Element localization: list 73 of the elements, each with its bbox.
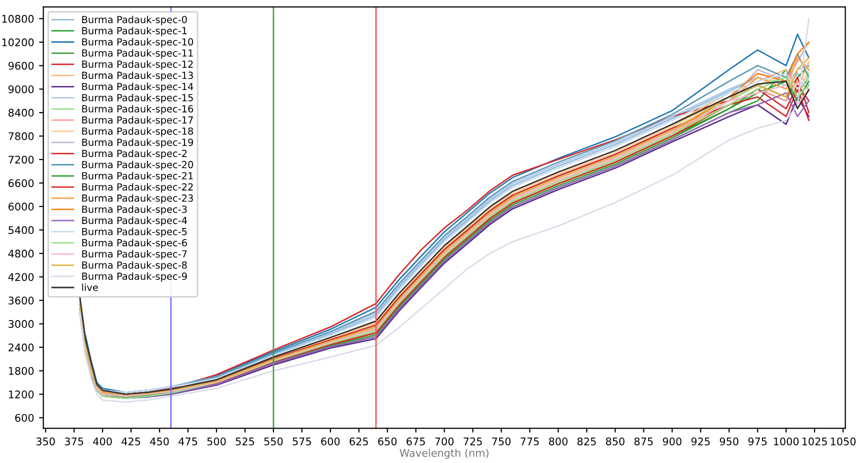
x-tick-label: 600 bbox=[321, 437, 340, 446]
legend-label: Burma Padauk-spec-9 bbox=[82, 272, 187, 282]
legend-label: Burma Padauk-spec-12 bbox=[82, 60, 193, 70]
x-tick-label: 475 bbox=[178, 438, 198, 446]
x-tick-label: 450 bbox=[150, 437, 169, 446]
legend-label: Burma Padauk-spec-21 bbox=[82, 172, 193, 182]
x-tick-label: 925 bbox=[691, 437, 710, 446]
legend-label: Burma Padauk-spec-18 bbox=[82, 127, 194, 137]
y-tick-label: 1800 bbox=[8, 366, 34, 375]
legend-label: Burma Padauk-spec-3 bbox=[82, 205, 187, 215]
legend-label: Burma Padauk-spec-20 bbox=[82, 160, 194, 170]
legend-label: Burma Padauk-spec-5 bbox=[82, 228, 187, 238]
legend-label: Burma Padauk-spec-0 bbox=[82, 16, 187, 26]
legend-label: Burma Padauk-spec-22 bbox=[82, 183, 193, 192]
y-tick-label: 7800 bbox=[8, 132, 34, 140]
legend-label: Burma Padauk-spec-7 bbox=[82, 250, 187, 260]
x-tick-label: 700 bbox=[435, 437, 454, 446]
x-tick-label: 400 bbox=[93, 437, 112, 446]
y-tick-label: 3000 bbox=[8, 320, 34, 328]
y-tick-label: 5400 bbox=[8, 226, 34, 234]
x-tick-label: 675 bbox=[406, 437, 425, 446]
legend-label: Burma Padauk-spec-13 bbox=[82, 71, 193, 81]
legend-label: Burma Padauk-spec-15 bbox=[82, 94, 193, 104]
x-tick-label: 500 bbox=[207, 437, 226, 446]
x-tick-label: 725 bbox=[464, 437, 482, 446]
x-tick-label: 900 bbox=[662, 437, 682, 446]
x-tick-label: 950 bbox=[720, 437, 738, 446]
legend-label: Burma Padauk-spec-4 bbox=[82, 216, 187, 226]
x-tick-label: 525 bbox=[236, 437, 254, 446]
x-tick-label: 975 bbox=[748, 437, 767, 446]
x-tick-label: 750 bbox=[492, 437, 511, 446]
legend-label: Burma Padauk-spec-17 bbox=[82, 116, 193, 126]
legend-label: Burma Padauk-spec-2 bbox=[82, 150, 187, 160]
y-tick-label: 10800 bbox=[2, 14, 34, 23]
legend-label: Burma Padauk-spec-1 bbox=[82, 26, 187, 36]
y-tick-label: 6000 bbox=[8, 202, 34, 211]
x-tick-label: 375 bbox=[64, 437, 84, 446]
y-tick-label: 10200 bbox=[2, 38, 34, 46]
x-tick-label: 1050 bbox=[830, 437, 856, 446]
y-tick-label: 1200 bbox=[8, 390, 34, 398]
y-tick-label: 7200 bbox=[8, 156, 34, 164]
x-axis-title: Wavelength (nm) bbox=[400, 448, 488, 459]
y-tick-label: 4800 bbox=[8, 250, 34, 258]
x-tick-label: 625 bbox=[350, 437, 368, 446]
y-tick-label: 600 bbox=[15, 414, 34, 422]
legend-label: Burma Padauk-spec-14 bbox=[82, 82, 194, 92]
legend-label: Burma Padauk-spec-11 bbox=[82, 49, 193, 59]
y-tick-label: 6600 bbox=[8, 179, 34, 188]
x-tick-label: 1000 bbox=[774, 437, 799, 446]
x-tick-label: 1025 bbox=[802, 437, 827, 446]
x-tick-label: 350 bbox=[36, 437, 55, 446]
x-tick-label: 850 bbox=[606, 437, 624, 446]
x-tick-label: 575 bbox=[292, 438, 311, 446]
x-tick-label: 800 bbox=[549, 437, 568, 446]
y-tick-label: 4200 bbox=[8, 273, 34, 281]
legend-label: Burma Padauk-spec-8 bbox=[82, 261, 187, 271]
y-tick-label: 3600 bbox=[8, 296, 34, 304]
y-tick-label: 8400 bbox=[8, 108, 34, 117]
x-tick-label: 875 bbox=[634, 437, 653, 446]
y-tick-label: 9000 bbox=[8, 85, 34, 94]
y-tick-label: 9600 bbox=[8, 62, 34, 70]
legend-label: Burma Padauk-spec-23 bbox=[82, 194, 193, 204]
legend-label: Burma Padauk-spec-19 bbox=[82, 138, 194, 148]
x-tick-label: 425 bbox=[122, 437, 140, 446]
legend-label: Burma Padauk-spec-6 bbox=[82, 238, 187, 248]
x-tick-label: 550 bbox=[264, 437, 283, 446]
x-tick-label: 825 bbox=[578, 437, 596, 446]
y-tick-label: 2400 bbox=[8, 344, 34, 352]
legend-label: Burma Padauk-spec-16 bbox=[82, 104, 194, 114]
x-tick-label: 775 bbox=[520, 438, 539, 446]
x-tick-label: 650 bbox=[378, 437, 397, 446]
legend-label: live bbox=[82, 284, 98, 292]
legend-label: Burma Padauk-spec-10 bbox=[82, 38, 194, 48]
